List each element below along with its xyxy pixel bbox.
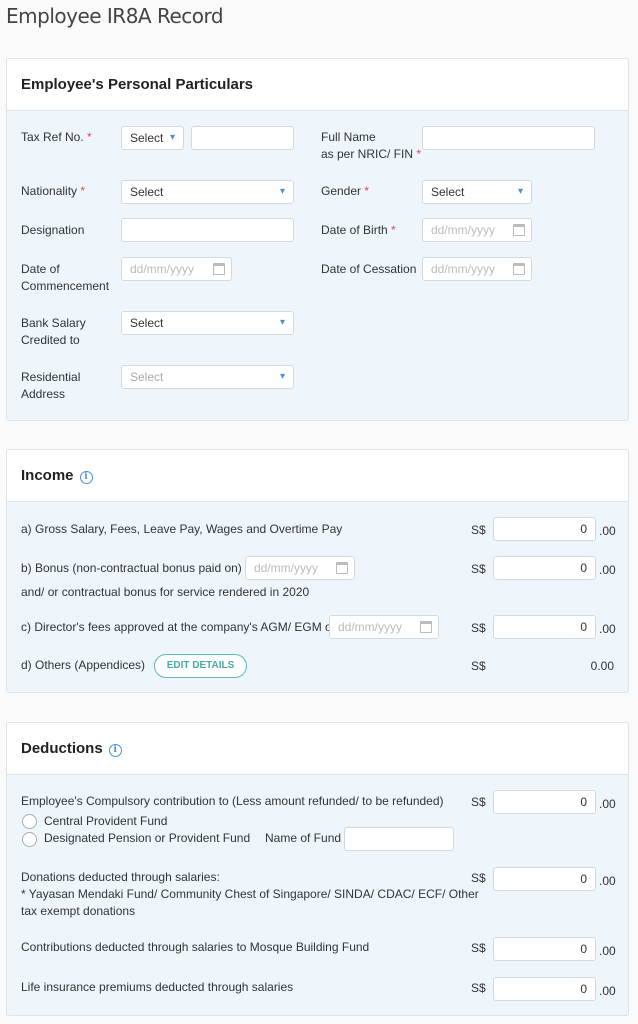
currency-label: S$ xyxy=(471,659,486,673)
currency-label: S$ xyxy=(471,621,486,635)
others-label: d) Others (Appendices) xyxy=(21,658,146,672)
decimals-label: .00 xyxy=(599,797,616,811)
personal-particulars-panel: Employee's Personal Particulars Tax Ref … xyxy=(6,58,629,421)
bonus-label-2: and/ or contractual bonus for service re… xyxy=(21,585,310,599)
decimals-label: .00 xyxy=(599,622,616,636)
nationality-select[interactable]: Select xyxy=(121,180,294,204)
bonus-label: b) Bonus (non-contractual bonus paid on) xyxy=(21,561,242,575)
decimals-label: .00 xyxy=(599,874,616,888)
decimals-label: .00 xyxy=(599,563,616,577)
donations-input[interactable]: 0 xyxy=(493,867,596,891)
cpf-input[interactable]: 0 xyxy=(493,790,596,814)
nationality-label: Nationality * xyxy=(21,184,86,198)
fund-name-input[interactable] xyxy=(344,827,454,851)
pension-radio[interactable] xyxy=(22,832,37,847)
currency-label: S$ xyxy=(471,795,486,809)
income-panel: Income i a) Gross Salary, Fees, Leave Pay… xyxy=(6,449,629,693)
tax-ref-input[interactable] xyxy=(191,126,294,150)
panel-title: Deductions i xyxy=(21,740,122,757)
mosque-label: Contributions deducted through salaries … xyxy=(21,940,370,954)
others-value: 0.00 xyxy=(590,659,614,673)
bank-label: Bank Salary Credited to xyxy=(21,316,86,347)
panel-title: Employee's Personal Particulars xyxy=(21,76,254,93)
mosque-input[interactable]: 0 xyxy=(493,937,596,961)
calendar-icon[interactable] xyxy=(213,263,225,275)
address-label: Residential Address xyxy=(21,370,81,401)
decimals-label: .00 xyxy=(599,944,616,958)
dob-date-input[interactable]: dd/mm/yyyy xyxy=(422,218,532,242)
gender-select[interactable]: Select xyxy=(422,180,532,204)
cessation-label: Date of Cessation xyxy=(321,262,417,276)
full-name-label: Full Name as per NRIC/ FIN * xyxy=(321,130,422,161)
commencement-date-input[interactable]: dd/mm/yyyy xyxy=(121,257,232,281)
deductions-panel: Deductions i Employee's Compulsory contri… xyxy=(6,722,629,1016)
insurance-label: Life insurance premiums deducted through… xyxy=(21,980,294,994)
panel-header: Employee's Personal Particulars xyxy=(7,59,628,111)
director-input[interactable]: 0 xyxy=(493,615,596,639)
commencement-label: Date of Commencement xyxy=(21,262,110,293)
dob-label: Date of Birth * xyxy=(321,223,396,237)
currency-label: S$ xyxy=(471,941,486,955)
address-select[interactable]: Select xyxy=(121,365,294,389)
calendar-icon[interactable] xyxy=(513,263,525,275)
currency-label: S$ xyxy=(471,871,486,885)
pension-radio-label: Designated Pension or Provident Fund xyxy=(44,831,251,845)
bank-select[interactable]: Select xyxy=(121,311,294,335)
insurance-input[interactable]: 0 xyxy=(493,977,596,1001)
bonus-input[interactable]: 0 xyxy=(493,556,596,580)
panel-header: Deductions i xyxy=(7,723,628,775)
gross-label: a) Gross Salary, Fees, Leave Pay, Wages … xyxy=(21,522,343,536)
calendar-icon[interactable] xyxy=(420,621,432,633)
cpf-radio[interactable] xyxy=(22,814,37,829)
info-icon[interactable]: i xyxy=(108,744,122,757)
page-title: Employee IR8A Record xyxy=(6,4,224,28)
panel-header: Income i xyxy=(7,450,628,502)
cessation-date-input[interactable]: dd/mm/yyyy xyxy=(422,257,532,281)
gross-input[interactable]: 0 xyxy=(493,517,596,541)
decimals-label: .00 xyxy=(599,984,616,998)
bonus-date-input[interactable]: dd/mm/yyyy xyxy=(245,556,355,580)
calendar-icon[interactable] xyxy=(336,562,348,574)
currency-label: S$ xyxy=(471,523,486,537)
panel-title: Income i xyxy=(21,467,93,484)
fund-name-label: Name of Fund xyxy=(265,831,342,845)
director-date-input[interactable]: dd/mm/yyyy xyxy=(329,615,439,639)
director-label: c) Director's fees approved at the compa… xyxy=(21,620,339,634)
edit-details-button[interactable]: EDIT DETAILS xyxy=(154,654,247,678)
full-name-input[interactable] xyxy=(422,126,595,150)
currency-label: S$ xyxy=(471,562,486,576)
tax-ref-label: Tax Ref No. * xyxy=(21,130,92,144)
donations-label: Donations deducted through salaries: * Ya… xyxy=(21,870,479,918)
decimals-label: .00 xyxy=(599,524,616,538)
designation-label: Designation xyxy=(21,223,85,237)
info-icon[interactable]: i xyxy=(79,471,93,484)
designation-input[interactable] xyxy=(121,218,294,242)
tax-ref-type-select[interactable]: Select xyxy=(121,126,184,150)
currency-label: S$ xyxy=(471,981,486,995)
cpf-label: Employee's Compulsory contribution to (L… xyxy=(21,794,444,808)
calendar-icon[interactable] xyxy=(513,224,525,236)
cpf-radio-label: Central Provident Fund xyxy=(44,814,168,828)
gender-label: Gender * xyxy=(321,184,370,198)
